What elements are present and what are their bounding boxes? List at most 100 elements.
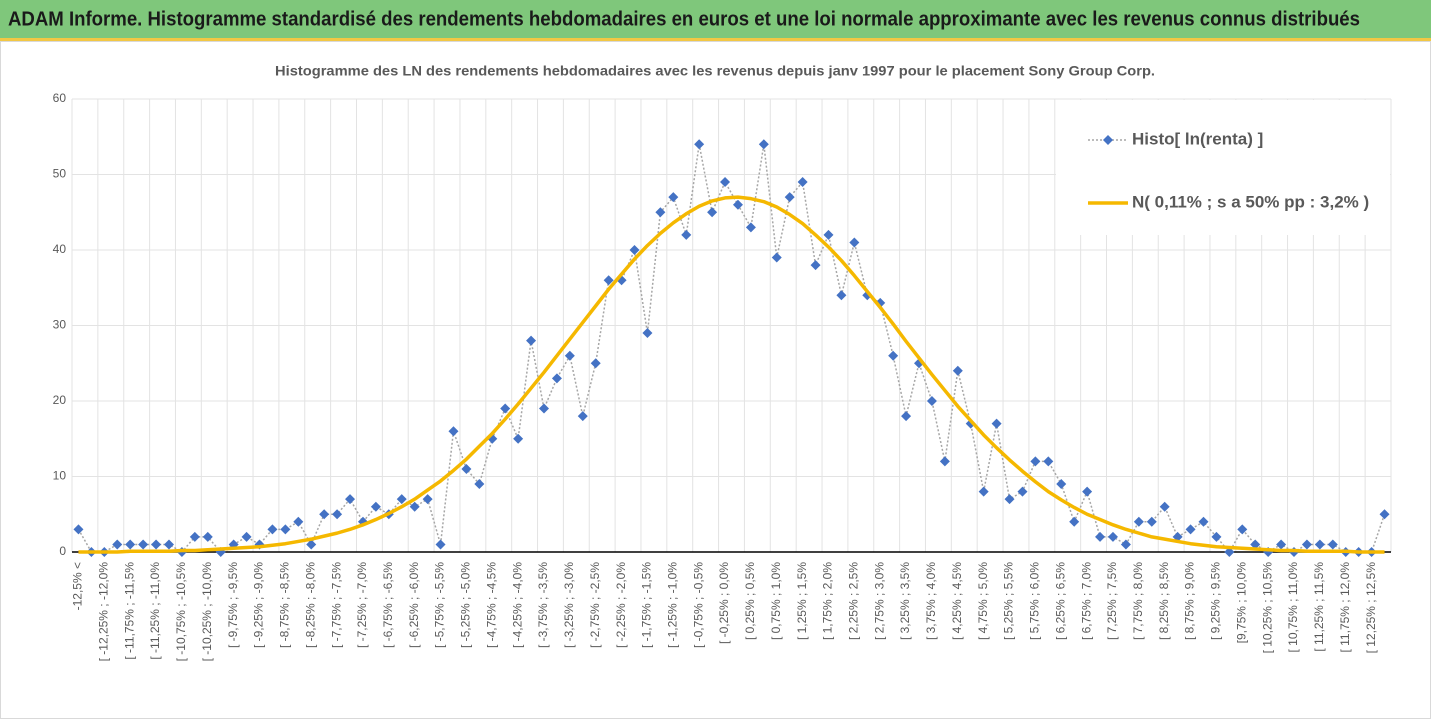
x-tick-label: [ 5,75% ; 6,0%	[1028, 562, 1042, 640]
data-point	[151, 539, 162, 550]
x-tick-label: [ 7,25% ; 7,5%	[1105, 562, 1119, 640]
data-point	[409, 501, 420, 512]
x-tick-label: [ -7,25% ; -7,0%	[355, 562, 369, 648]
data-point	[745, 222, 756, 233]
x-tick-label: [ -9,25% ; -9,0%	[252, 562, 266, 648]
data-point	[901, 411, 912, 422]
data-point	[1250, 539, 1261, 550]
data-point	[332, 509, 343, 520]
data-point	[1211, 531, 1222, 542]
data-point	[1107, 531, 1118, 542]
data-point	[474, 479, 485, 490]
data-point	[138, 539, 149, 550]
data-point	[577, 411, 588, 422]
x-tick-label: [ 10,75% ; 11,0%	[1286, 562, 1300, 653]
x-tick-label: [ -3,25% ; -3,0%	[562, 562, 576, 648]
data-point	[112, 539, 123, 550]
data-point	[538, 403, 549, 414]
data-point	[241, 531, 252, 542]
x-tick-label: [ -0,75% ; -0,5%	[691, 562, 705, 648]
data-point	[694, 139, 705, 150]
x-tick-label: [ -12,25% ; -12,0%	[97, 562, 111, 662]
data-point	[1082, 486, 1093, 497]
x-tick-label: [ 2,75% ; 3,0%	[872, 562, 886, 640]
x-tick-label: [ 6,25% ; 6,5%	[1053, 562, 1067, 640]
legend-label: N( 0,11% ; s a 50% pp : 3,2% )	[1132, 192, 1369, 211]
data-point	[1301, 539, 1312, 550]
data-point	[732, 199, 743, 210]
x-tick-label: [ -5,25% ; -5,0%	[459, 562, 473, 648]
x-tick-label: -12,5% <	[71, 562, 85, 610]
x-tick-label: [ -4,25% ; -4,0%	[510, 562, 524, 648]
data-point	[1198, 516, 1209, 527]
data-point	[1133, 516, 1144, 527]
data-point	[306, 539, 317, 550]
x-tick-label: [ 5,25% ; 5,5%	[1002, 562, 1016, 640]
x-tick-label: [ 4,25% ; 4,5%	[950, 562, 964, 640]
data-point	[991, 418, 1002, 429]
legend-label: Histo[ ln(renta) ]	[1132, 129, 1263, 148]
data-point	[1004, 494, 1015, 505]
data-point	[758, 139, 769, 150]
x-tick-label: [ 0,75% ; 1,0%	[769, 562, 783, 640]
data-point	[978, 486, 989, 497]
title-bar	[0, 0, 1431, 38]
data-point	[1314, 539, 1325, 550]
data-point	[590, 358, 601, 369]
x-tick-label: [ 6,75% ; 7,0%	[1079, 562, 1093, 640]
x-tick-label: [ -11,75% ; -11,5%	[122, 562, 136, 660]
x-tick-label: [ -6,75% ; -6,5%	[381, 562, 395, 648]
data-point	[1043, 456, 1054, 467]
x-tick-label: [ -0,25% ; 0,0%	[717, 562, 731, 644]
data-point	[888, 350, 899, 361]
x-tick-label: [ 12,25% ; 12,5%	[1364, 562, 1378, 654]
chart-title: Histogramme des LN des rendements hebdom…	[275, 63, 1155, 79]
x-tick-label: [ -8,75% ; -8,5%	[278, 562, 292, 648]
y-tick-label: 10	[53, 469, 67, 483]
data-point	[836, 290, 847, 301]
series-line	[78, 195, 1385, 554]
y-tick-label: 60	[53, 91, 67, 105]
data-point	[564, 350, 575, 361]
x-tick-label: [ 11,25% ; 11,5%	[1312, 562, 1326, 652]
data-point	[422, 494, 433, 505]
data-point	[668, 192, 679, 203]
x-tick-label: [ -8,25% ; -8,0%	[303, 562, 317, 648]
data-point	[1056, 479, 1067, 490]
x-tick-label: [9,75% ; 10,0%	[1234, 562, 1248, 644]
data-point	[526, 335, 537, 346]
data-point	[823, 229, 834, 240]
data-point	[1185, 524, 1196, 535]
data-point	[771, 252, 782, 263]
data-point	[293, 516, 304, 527]
x-tick-label: [ -5,75% ; -5,5%	[433, 562, 447, 648]
legend-box	[1056, 100, 1390, 235]
x-tick-label: [ -10,75% ; -10,5%	[174, 562, 188, 662]
data-point	[202, 531, 213, 542]
data-point	[849, 237, 860, 248]
legend-marker	[1103, 135, 1113, 145]
data-point	[939, 456, 950, 467]
y-tick-label: 50	[53, 167, 67, 181]
data-point	[435, 539, 446, 550]
data-point	[345, 494, 356, 505]
data-point	[629, 245, 640, 255]
x-tick-label: [ -2,75% ; -2,5%	[588, 562, 602, 648]
data-point	[1030, 456, 1041, 467]
x-tick-label: [ -3,75% ; -3,5%	[536, 562, 550, 648]
data-point	[797, 177, 808, 188]
x-tick-label: [ -10,25% ; -10,0%	[200, 562, 214, 662]
data-point	[1276, 539, 1287, 550]
data-point	[125, 539, 136, 550]
x-tick-label: [ 8,25% ; 8,5%	[1157, 562, 1171, 640]
y-tick-label: 0	[59, 544, 66, 558]
data-point	[319, 509, 330, 520]
x-tick-label: [ 3,75% ; 4,0%	[924, 562, 938, 640]
data-point	[551, 373, 562, 384]
x-tick-label: [ 2,25% ; 2,5%	[847, 562, 861, 640]
data-point	[952, 365, 963, 376]
data-point	[720, 177, 731, 188]
data-point	[1069, 516, 1080, 527]
data-point	[1146, 516, 1157, 527]
y-tick-label: 40	[53, 242, 67, 256]
